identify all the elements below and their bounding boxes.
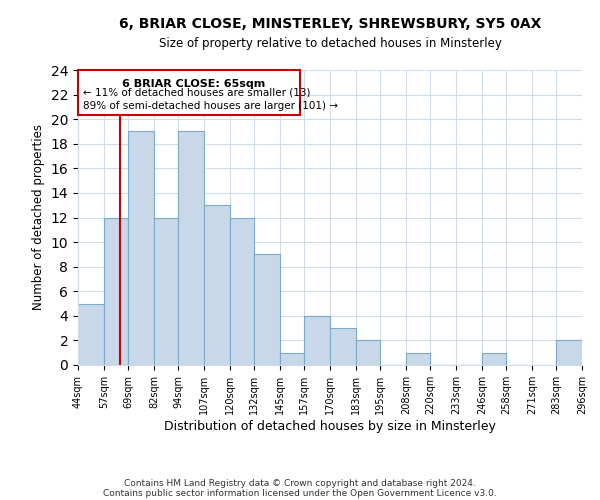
Text: ← 11% of detached houses are smaller (13): ← 11% of detached houses are smaller (13… [83, 87, 311, 97]
Bar [556, 340, 582, 365]
Bar [128, 132, 154, 365]
Bar [104, 218, 128, 365]
Bar [482, 352, 506, 365]
Bar [178, 132, 204, 365]
Bar [280, 352, 304, 365]
Bar [78, 70, 300, 116]
Bar [154, 218, 178, 365]
Text: Contains HM Land Registry data © Crown copyright and database right 2024.: Contains HM Land Registry data © Crown c… [124, 478, 476, 488]
Bar [356, 340, 380, 365]
Text: Size of property relative to detached houses in Minsterley: Size of property relative to detached ho… [158, 38, 502, 51]
Text: Contains public sector information licensed under the Open Government Licence v3: Contains public sector information licen… [103, 488, 497, 498]
Bar [230, 218, 254, 365]
Bar [254, 254, 280, 365]
Text: 6, BRIAR CLOSE, MINSTERLEY, SHREWSBURY, SY5 0AX: 6, BRIAR CLOSE, MINSTERLEY, SHREWSBURY, … [119, 18, 541, 32]
Bar [406, 352, 430, 365]
Text: 6 BRIAR CLOSE: 65sqm: 6 BRIAR CLOSE: 65sqm [122, 78, 266, 88]
Text: 89% of semi-detached houses are larger (101) →: 89% of semi-detached houses are larger (… [83, 102, 338, 112]
Bar [78, 304, 104, 365]
Bar [330, 328, 356, 365]
Bar [204, 205, 230, 365]
Bar [304, 316, 330, 365]
Y-axis label: Number of detached properties: Number of detached properties [32, 124, 45, 310]
X-axis label: Distribution of detached houses by size in Minsterley: Distribution of detached houses by size … [164, 420, 496, 432]
